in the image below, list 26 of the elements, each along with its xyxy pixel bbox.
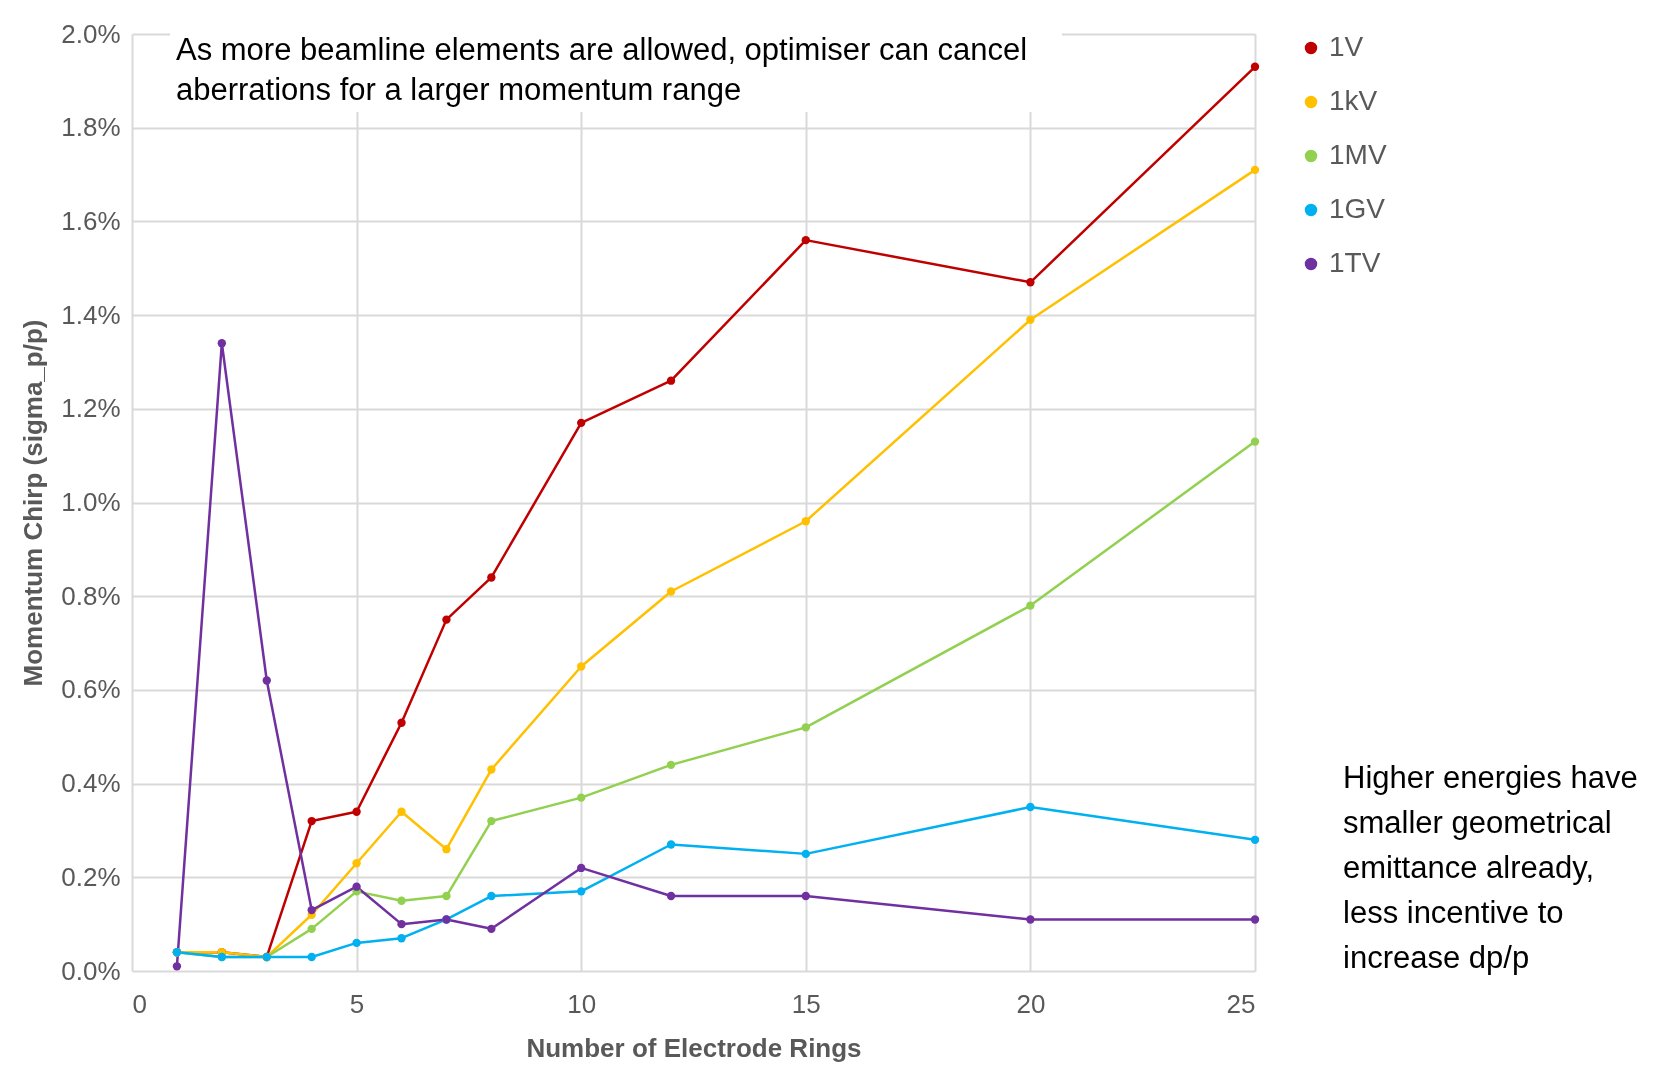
- y-tick-label: 1.8%: [61, 112, 121, 143]
- x-tick-label: 15: [791, 988, 821, 1019]
- x-axis-title: Number of Electrode Rings: [526, 1032, 862, 1063]
- y-tick-label: 1.0%: [61, 487, 121, 517]
- y-axis-title: Momentum Chirp (sigma_p/p): [18, 319, 49, 687]
- x-tick-label: 5: [349, 988, 365, 1019]
- y-tick-label: 0.2%: [61, 861, 121, 892]
- y-tick-label: 1.4%: [61, 299, 121, 330]
- x-tick-label: 0: [132, 988, 147, 1019]
- text: Higher energies have smaller geometrical emittance already, less incentive to increase dp/p: [1343, 759, 1639, 977]
- legend-label: 1V: [1329, 31, 1364, 62]
- legend-label: 1MV: [1329, 139, 1387, 170]
- y-tick-label: 0.0%: [61, 955, 121, 986]
- legend-label: 1TV: [1329, 247, 1381, 278]
- x-tick-label: 10: [567, 988, 597, 1019]
- y-tick-label: 1.6%: [61, 205, 121, 236]
- y-tick-label: 0.8%: [61, 580, 121, 611]
- y-tick-label: 1.2%: [61, 393, 121, 424]
- y-tick-label: 2.0%: [61, 18, 121, 49]
- x-tick-label: 20: [1016, 988, 1046, 1019]
- x-tick-label: 25: [1226, 988, 1256, 1019]
- annotation: As more beamline elements are allowed, optimiser can cancel aberrations for a larger momentum range: [170, 28, 1062, 112]
- legend-label: 1kV: [1329, 85, 1378, 116]
- y-tick-label: 0.6%: [61, 674, 121, 705]
- legend-label: 1GV: [1329, 193, 1386, 224]
- y-tick-label: 0.4%: [61, 768, 121, 799]
